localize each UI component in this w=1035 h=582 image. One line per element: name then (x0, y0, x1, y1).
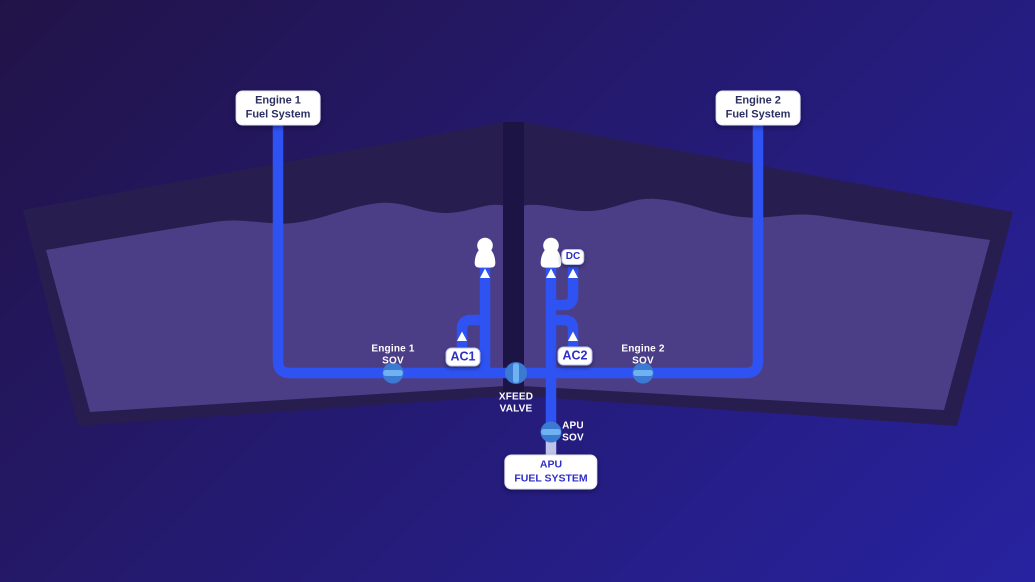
xfeed-valve-label: XFEED VALVE (498, 391, 534, 415)
ac2-pump-pipe (552, 314, 579, 347)
dc-pump-pipe (552, 267, 579, 311)
flow-arrow-icon (568, 268, 578, 278)
ac1-pump-pipe (456, 314, 486, 347)
engine2-box-line2: Fuel System (725, 108, 791, 120)
flow-arrow-icon (480, 268, 490, 278)
dc-pump-tag[interactable]: DC (561, 249, 585, 265)
flow-arrow-icon (457, 331, 467, 341)
engine2-box-line1: Engine 2 (735, 94, 781, 107)
ac2-pump-tag[interactable]: AC2 (557, 346, 593, 366)
apu-fuel-system-box[interactable]: APU FUEL SYSTEM (504, 454, 598, 490)
tank2-fuel-pump-icon[interactable] (540, 237, 562, 268)
apu-box-line1: APU (539, 458, 563, 471)
engine1-sov-valve[interactable] (382, 362, 404, 384)
center-tank-rib (503, 122, 524, 394)
apu-sov-valve[interactable] (540, 421, 562, 443)
flow-arrow-icon (568, 331, 578, 341)
apu-sov-label: APU SOV (562, 420, 584, 444)
engine1-box-line1: Engine 1 (255, 94, 301, 107)
engine1-box-line2: Fuel System (245, 108, 311, 120)
ac1-pump-tag[interactable]: AC1 (445, 347, 481, 367)
engine2-sov-label: Engine 2 SOV (621, 343, 665, 367)
engine2-sov-valve[interactable] (632, 362, 654, 384)
flow-arrow-icon (546, 268, 556, 278)
xfeed-valve[interactable] (505, 362, 527, 384)
tank1-fuel-pump-icon[interactable] (474, 237, 496, 268)
engine1-sov-label: Engine 1 SOV (371, 343, 415, 367)
apu-box-line2: FUEL SYSTEM (514, 472, 588, 484)
engine1-fuel-system-box[interactable]: Engine 1 Fuel System (235, 90, 321, 126)
engine2-fuel-system-box[interactable]: Engine 2 Fuel System (715, 90, 801, 126)
